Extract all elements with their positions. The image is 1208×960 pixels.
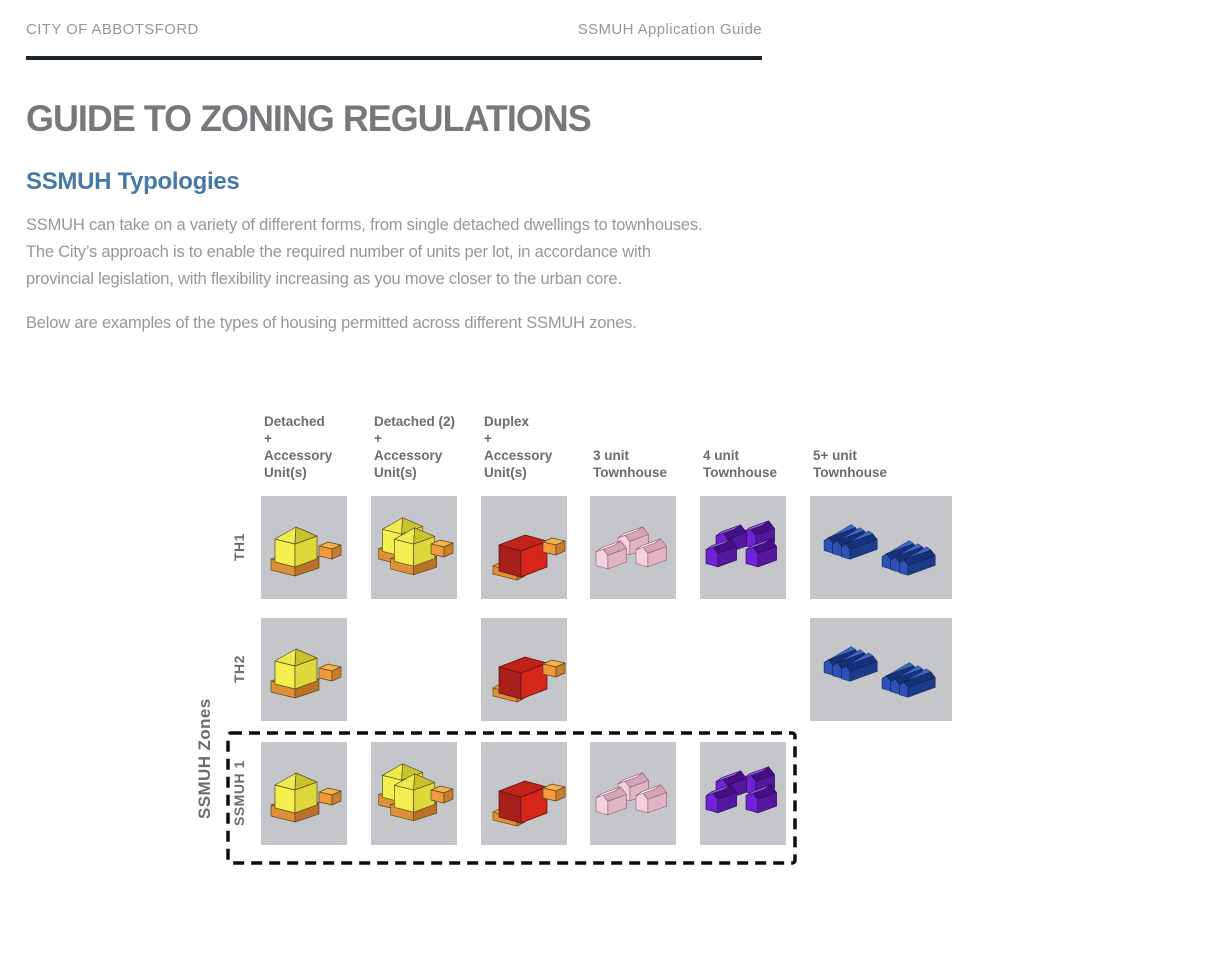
paragraph-line: SSMUH can take on a variety of different… — [26, 216, 703, 234]
townhouse3-icon — [590, 742, 676, 845]
typology-cell-townhouse4 — [700, 742, 786, 845]
intro-paragraph: SSMUH can take on a variety of different… — [26, 212, 702, 293]
section-title: SSMUH Typologies — [26, 168, 240, 195]
typology-cell-townhouse3 — [590, 742, 676, 845]
duplex-icon — [481, 496, 567, 599]
typology-cell-duplex — [481, 742, 567, 845]
typology-cell-duplex — [481, 618, 567, 721]
typology-cell-townhouse5 — [810, 618, 952, 721]
column-header: 5+ unit Townhouse — [813, 447, 887, 481]
typology-cell-detached2 — [371, 742, 457, 845]
townhouse5-icon — [810, 496, 952, 599]
duplex-icon — [481, 742, 567, 845]
column-header-line: + — [374, 431, 382, 446]
column-header-line: Accessory — [374, 448, 443, 463]
column-header-line: Detached (2) — [374, 414, 456, 429]
running-header-right: SSMUH Application Guide — [577, 21, 762, 38]
column-header-line: Duplex — [484, 414, 530, 429]
townhouse4-icon — [700, 496, 786, 599]
column-header: Duplex + Accessory Unit(s) — [484, 413, 552, 481]
column-header-line: 5+ unit — [813, 448, 857, 463]
column-header: 3 unit Townhouse — [593, 447, 667, 481]
column-header-line: Unit(s) — [374, 465, 417, 480]
column-header: Detached (2) + Accessory Unit(s) — [374, 413, 455, 481]
column-header-line: 4 unit — [703, 448, 739, 463]
column-header-line: Accessory — [484, 448, 553, 463]
typology-cell-townhouse3 — [590, 496, 676, 599]
typology-cell-townhouse4 — [700, 496, 786, 599]
typology-cell-duplex — [481, 496, 567, 599]
column-header-line: Townhouse — [703, 465, 777, 480]
page-title: GUIDE TO ZONING REGULATIONS — [26, 98, 592, 139]
paragraph-line: Below are examples of the types of housi… — [26, 314, 637, 332]
paragraph-line: provincial legislation, with flexibility… — [26, 270, 622, 288]
column-header-line: Unit(s) — [484, 465, 527, 480]
townhouse3-icon — [590, 496, 676, 599]
detached-icon — [261, 618, 347, 721]
row-label-th1: TH1 — [231, 533, 247, 562]
column-header-line: + — [264, 431, 272, 446]
typology-cell-detached — [261, 496, 347, 599]
column-header-line: Townhouse — [813, 465, 887, 480]
detached-icon — [261, 496, 347, 599]
paragraph-line: The City’s approach is to enable the req… — [26, 243, 651, 261]
running-header-left: CITY OF ABBOTSFORD — [26, 21, 199, 38]
row-label-ssmuh-1: SSMUH 1 — [231, 760, 247, 827]
column-header: 4 unit Townhouse — [703, 447, 777, 481]
typology-cell-detached2 — [371, 496, 457, 599]
townhouse5-icon — [810, 618, 952, 721]
detached2-icon — [371, 496, 457, 599]
typology-cell-townhouse5 — [810, 496, 952, 599]
townhouse4-icon — [700, 742, 786, 845]
header-rule — [26, 56, 762, 60]
typology-cell-detached — [261, 618, 347, 721]
column-header-line: Townhouse — [593, 465, 667, 480]
column-header-line: Accessory — [264, 448, 333, 463]
column-header-line: 3 unit — [593, 448, 629, 463]
column-header: Detached + Accessory Unit(s) — [264, 413, 332, 481]
row-label-th2: TH2 — [231, 655, 247, 684]
column-header-line: + — [484, 431, 492, 446]
column-header-line: Detached — [264, 414, 325, 429]
detached-icon — [261, 742, 347, 845]
detached2-icon — [371, 742, 457, 845]
matrix-axis-label: SSMUH Zones — [195, 698, 214, 820]
typology-cell-detached — [261, 742, 347, 845]
duplex-icon — [481, 618, 567, 721]
examples-paragraph: Below are examples of the types of housi… — [26, 310, 637, 337]
column-header-line: Unit(s) — [264, 465, 307, 480]
